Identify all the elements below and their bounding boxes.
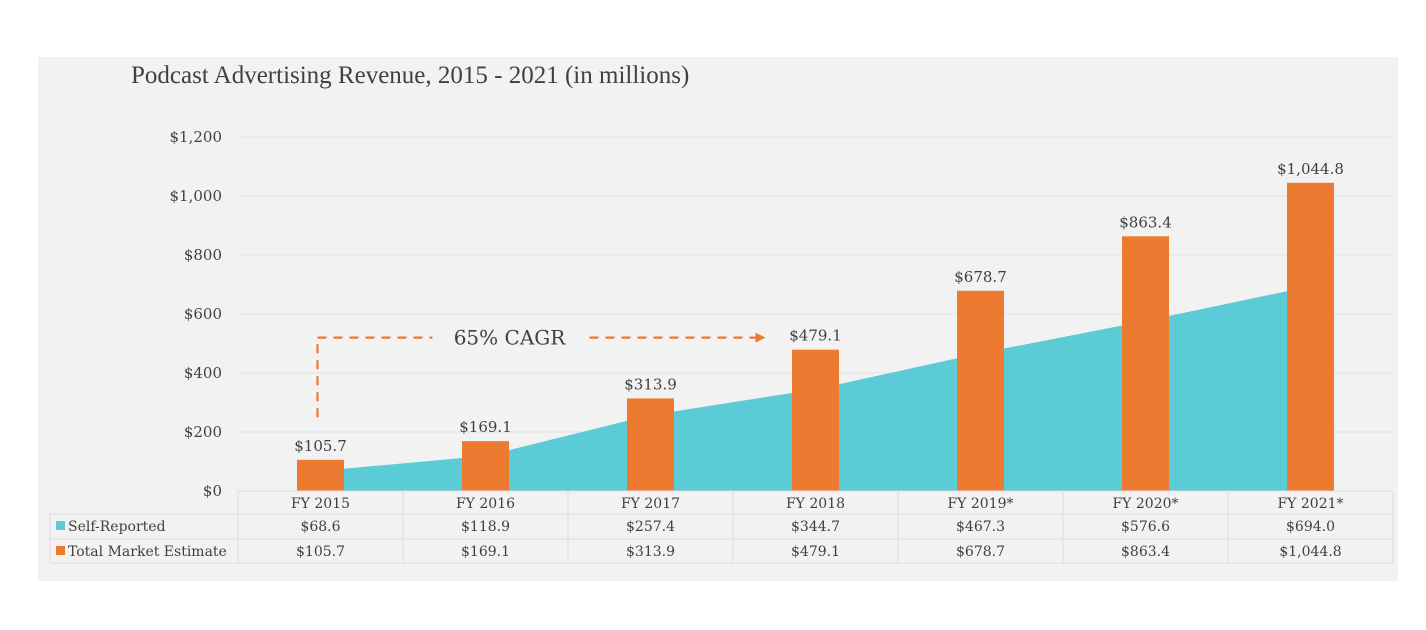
table-header-category: FY 2017 xyxy=(621,496,680,512)
bars-layer xyxy=(297,182,1334,491)
y-tick-label: $1,000 xyxy=(170,187,223,205)
data-labels-layer: $105.7 $169.1 $313.9 $479.1 $678.7 $863.4 $1,0… xyxy=(294,160,1344,455)
table-cell-value: $694.0 xyxy=(1286,519,1335,535)
y-tick-label: $800 xyxy=(184,246,222,264)
y-tick-label: $0 xyxy=(203,482,222,500)
bar-total-market xyxy=(957,290,1004,491)
table-cell-value: $169.1 xyxy=(461,544,510,560)
y-tick-label: $600 xyxy=(184,305,222,323)
table-header-category: FY 2021* xyxy=(1277,496,1343,512)
bar-total-market xyxy=(627,398,674,491)
table-cell-value: $105.7 xyxy=(296,544,345,560)
table-cell-value: $678.7 xyxy=(956,544,1005,560)
table-cell-value: $1,044.8 xyxy=(1279,544,1341,560)
y-tick-label: $1,200 xyxy=(170,128,223,146)
bar-data-label: $105.7 xyxy=(294,437,347,455)
y-tick-label: $200 xyxy=(184,423,222,441)
bar-data-label: $313.9 xyxy=(624,375,677,393)
bar-total-market xyxy=(462,441,509,491)
cagr-label: 65% CAGR xyxy=(454,326,567,350)
data-table: FY 2015 FY 2016 FY 2017 FY 2018 FY 2019* FY 2… xyxy=(49,490,1394,564)
table-cell-value: $68.6 xyxy=(300,519,340,535)
table-cell-value: $344.7 xyxy=(791,519,840,535)
cagr-arrowhead-icon xyxy=(755,332,766,343)
table-header-category: FY 2018 xyxy=(786,496,845,512)
bar-total-market xyxy=(297,459,344,491)
table-header-category: FY 2019* xyxy=(947,496,1013,512)
bar-data-label: $678.7 xyxy=(954,268,1007,286)
table-cell-value: $576.6 xyxy=(1121,519,1170,535)
table-cell-value: $257.4 xyxy=(626,519,675,535)
bar-total-market xyxy=(1287,182,1334,491)
self-reported-area xyxy=(320,286,1311,491)
table-header-category: FY 2015 xyxy=(291,496,350,512)
table-cell-value: $118.9 xyxy=(461,519,510,535)
bar-data-label: $169.1 xyxy=(459,418,512,436)
bar-data-label: $863.4 xyxy=(1119,213,1172,231)
legend-swatch-icon xyxy=(56,546,65,555)
table-header-category: FY 2016 xyxy=(456,496,515,512)
bar-total-market xyxy=(792,349,839,491)
bar-data-label: $479.1 xyxy=(789,327,842,345)
table-cell-value: $479.1 xyxy=(791,544,840,560)
y-axis: $0 $200 $400 $600 $800 $1,000 $1,200 xyxy=(170,128,223,500)
legend-series-name: Self-Reported xyxy=(68,519,166,535)
table-cell-value: $467.3 xyxy=(956,519,1005,535)
bar-data-label: $1,044.8 xyxy=(1277,160,1344,178)
legend-series-name: Total Market Estimate xyxy=(68,544,227,560)
table-cell-value: $863.4 xyxy=(1121,544,1170,560)
legend-swatch-icon xyxy=(56,521,65,530)
y-tick-label: $400 xyxy=(184,364,222,382)
self-reported-area-layer xyxy=(320,286,1311,491)
chart-title: Podcast Advertising Revenue, 2015 - 2021… xyxy=(131,62,690,89)
bar-total-market xyxy=(1122,236,1169,491)
table-header-category: FY 2020* xyxy=(1112,496,1178,512)
cagr-annotation: 65% CAGR xyxy=(316,326,766,418)
table-cell-value: $313.9 xyxy=(626,544,675,560)
